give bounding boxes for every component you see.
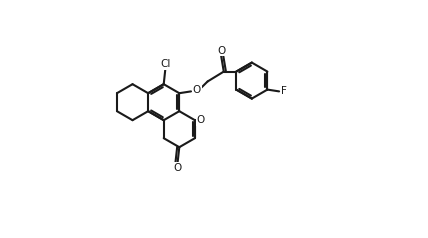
Text: O: O [193, 85, 201, 95]
Text: O: O [196, 115, 205, 125]
Text: O: O [173, 163, 181, 173]
Text: O: O [217, 46, 225, 56]
Text: Cl: Cl [160, 59, 170, 69]
Text: F: F [281, 86, 287, 96]
